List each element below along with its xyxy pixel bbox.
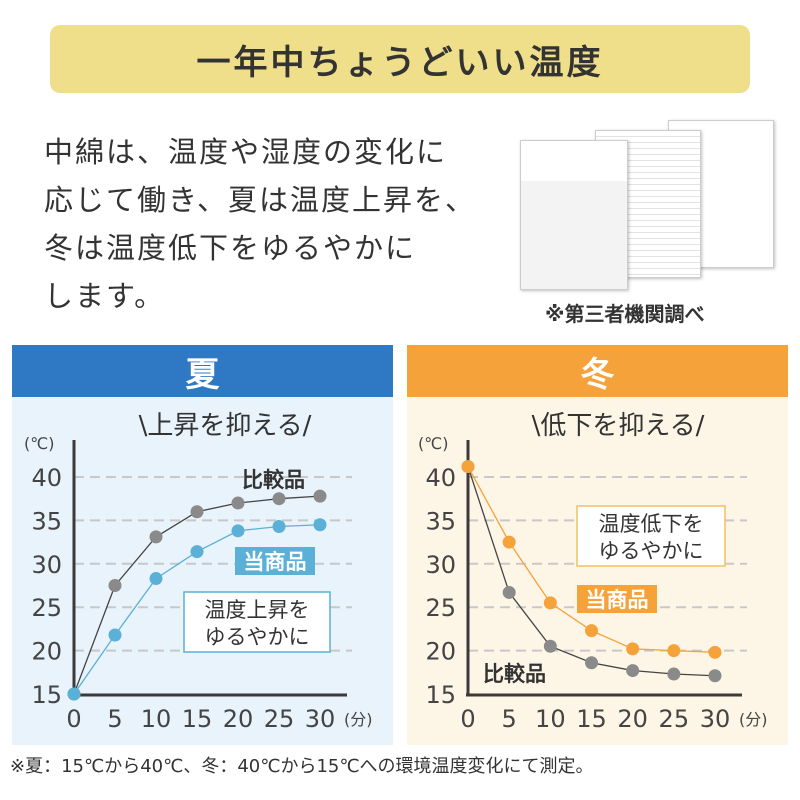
legend-comparison: 比較品 [242, 468, 305, 492]
x-tick-label: 30 [305, 705, 336, 733]
x-tick-label: 25 [659, 705, 690, 733]
x-tick-label: 0 [460, 705, 475, 733]
summer-header: 夏 [12, 345, 393, 397]
chart-title: \上昇を抑える/ [139, 411, 312, 441]
data-point-product [708, 645, 722, 659]
y-tick-label: 35 [31, 507, 62, 535]
data-point-product [313, 518, 327, 532]
y-unit-label: (℃) [418, 434, 448, 453]
intro-line: 冬は温度低下をゆるやかに [44, 231, 417, 265]
y-tick-label: 40 [31, 464, 62, 492]
data-point-comparison [667, 667, 681, 681]
data-point-product [461, 460, 475, 474]
x-tick-label: 0 [66, 705, 81, 733]
footnote: ※夏：15℃から40℃、冬：40℃から15℃への環境温度変化にて測定。 [10, 756, 594, 777]
y-tick-label: 30 [31, 551, 62, 579]
y-tick-label: 30 [425, 551, 456, 579]
legend-product-bg [577, 585, 657, 613]
data-point-product [585, 624, 598, 638]
winter-header: 冬 [407, 345, 788, 397]
annotation-box [576, 505, 726, 567]
data-point-product [272, 519, 286, 533]
x-tick-label: 20 [617, 705, 648, 733]
annotation-text: 温度低下を [599, 512, 704, 536]
data-point-product [502, 535, 516, 549]
data-point-comparison [231, 496, 245, 510]
data-point-comparison [313, 489, 327, 503]
title-banner: 一年中ちょうどいい温度 [50, 25, 750, 93]
data-point-comparison [585, 656, 598, 670]
chart-title: \低下を抑える/ [532, 411, 705, 441]
y-tick-label: 20 [425, 638, 456, 666]
intro-line: します。 [44, 279, 166, 313]
data-point-comparison [272, 492, 286, 506]
legend-product: 当商品 [244, 550, 307, 574]
y-tick-label: 15 [425, 681, 456, 709]
data-point-comparison [149, 530, 163, 544]
x-tick-label: 15 [576, 705, 607, 733]
data-point-product [231, 524, 245, 538]
winter-panel: 冬 [407, 345, 788, 745]
data-point-comparison [502, 585, 516, 599]
annotation-text: ゆるやかに [205, 625, 310, 649]
x-tick-label: 10 [535, 705, 566, 733]
data-point-comparison [108, 579, 122, 592]
x-tick-label: 5 [107, 705, 122, 733]
data-point-product [108, 628, 122, 642]
x-tick-label: 15 [182, 705, 213, 733]
x-tick-label: 20 [223, 705, 254, 733]
data-point-comparison [626, 664, 640, 678]
data-point-product [667, 644, 681, 658]
data-point-product [67, 687, 81, 701]
intro-line: 中綿は、温度や湿度の変化に [44, 135, 448, 169]
y-unit-label: (℃) [24, 434, 54, 453]
legend-comparison: 比較品 [483, 662, 546, 686]
report-page [520, 140, 628, 290]
data-point-product [149, 572, 163, 586]
y-tick-label: 20 [31, 638, 62, 666]
test-report-image [520, 118, 776, 293]
data-point-comparison [190, 505, 204, 519]
annotation-text: 温度上昇を [205, 598, 310, 622]
legend-product: 当商品 [586, 588, 649, 612]
y-tick-label: 15 [31, 681, 62, 709]
x-unit-label: (分) [739, 710, 768, 729]
y-tick-label: 25 [425, 594, 456, 622]
data-point-comparison [543, 639, 557, 653]
data-point-comparison [708, 669, 722, 683]
source-caption: ※第三者機関調べ [545, 302, 705, 326]
data-point-product [626, 642, 640, 656]
annotation-box [183, 591, 331, 653]
series-line-comparison [467, 466, 716, 677]
x-tick-label: 10 [141, 705, 172, 733]
y-tick-label: 35 [425, 507, 456, 535]
x-tick-label: 5 [502, 705, 517, 733]
y-tick-label: 40 [425, 464, 456, 492]
data-point-product [543, 596, 557, 610]
annotation-text: ゆるやかに [599, 539, 704, 563]
x-tick-label: 30 [700, 705, 731, 733]
x-unit-label: (分) [344, 710, 373, 729]
intro-line: 応じて働き、夏は温度上昇を、 [44, 183, 476, 217]
y-tick-label: 25 [31, 594, 62, 622]
intro-text: 中綿は、温度や湿度の変化に 応じて働き、夏は温度上昇を、 冬は温度低下をゆるやか… [44, 128, 476, 320]
legend-product-bg [235, 547, 315, 575]
x-tick-label: 25 [264, 705, 295, 733]
data-point-product [190, 545, 204, 559]
